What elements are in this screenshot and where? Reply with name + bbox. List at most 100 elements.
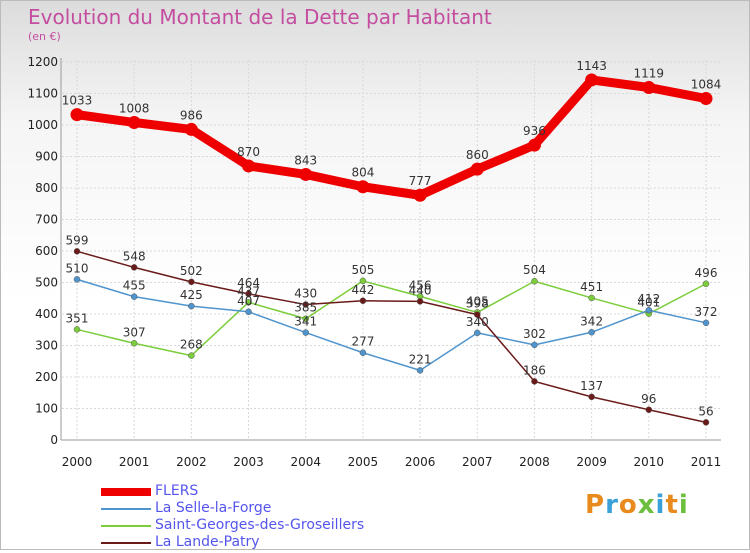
data-label: 1084 (691, 78, 722, 92)
data-label: 804 (351, 166, 374, 180)
data-label: 496 (695, 266, 718, 280)
data-point (245, 308, 252, 316)
data-point (359, 277, 367, 285)
data-point (416, 367, 424, 374)
x-tick-label: 2008 (519, 455, 550, 469)
data-labels: 351 307 268 437 385 505 456 405 504 451 401 496 510 4… (62, 59, 722, 418)
data-point (184, 122, 198, 136)
data-label: 96 (641, 392, 656, 406)
legend-label-flers: FLERS (155, 483, 199, 499)
logo-letter: t (665, 490, 679, 520)
legend-label-la-lande-patry: La Lande-Patry (155, 534, 260, 550)
data-point (299, 167, 313, 181)
data-label: 599 (66, 233, 89, 247)
data-label: 137 (580, 379, 603, 393)
data-label: 870 (237, 145, 260, 159)
x-tick-label: 2001 (119, 455, 150, 469)
data-point (702, 319, 710, 327)
y-tick-label: 700 (35, 213, 58, 227)
series-group (70, 73, 713, 426)
data-label: 440 (409, 283, 432, 297)
series-line-0 (72, 75, 711, 200)
data-label: 425 (180, 288, 203, 302)
y-tick-label: 1100 (27, 87, 58, 101)
data-point (127, 115, 141, 129)
proxiti-logo: Proxiti (585, 490, 689, 520)
data-point (245, 290, 252, 298)
legend-swatch-flers (101, 488, 151, 496)
data-label: 442 (351, 283, 374, 297)
data-point (245, 299, 252, 306)
data-label: 1033 (62, 94, 93, 108)
data-point (531, 277, 538, 285)
data-label: 341 (294, 315, 317, 329)
data-label: 936 (523, 124, 546, 138)
y-tick-label: 200 (35, 370, 58, 384)
data-point (242, 159, 256, 173)
data-point (702, 280, 710, 288)
data-point (702, 419, 710, 426)
data-point (188, 352, 195, 359)
data-label: 451 (580, 280, 603, 294)
legend-swatch-la-selle-la-forge (101, 508, 151, 510)
data-label: 505 (351, 263, 374, 277)
data-label: 277 (351, 335, 374, 349)
data-point (645, 306, 653, 314)
data-label: 504 (523, 263, 546, 277)
data-point (642, 81, 656, 95)
x-tick-label: 2010 (634, 455, 665, 469)
data-point (416, 298, 424, 305)
data-point (130, 340, 138, 347)
data-label: 548 (123, 249, 146, 263)
data-label: 502 (180, 264, 203, 278)
data-label: 405 (466, 294, 489, 308)
logo-letter: i (655, 490, 666, 520)
logo-letter: i (678, 490, 689, 520)
series-line-1 (76, 278, 707, 372)
data-point (585, 73, 599, 87)
data-point (73, 276, 81, 283)
chart-subtitle: (en €) (28, 30, 61, 43)
y-tick-label: 1000 (27, 118, 58, 132)
data-label: 340 (466, 315, 489, 329)
data-label: 456 (409, 278, 432, 292)
x-tick-label: 2009 (576, 455, 607, 469)
data-label: 186 (523, 363, 546, 377)
legend-swatch-saint-georges (101, 525, 151, 527)
data-point (188, 278, 195, 286)
y-tick-label: 800 (35, 181, 58, 195)
y-tick-label: 1200 (27, 55, 58, 69)
data-point (474, 311, 481, 318)
data-label: 1119 (634, 67, 665, 81)
y-axis-ticks: 0 100 200 300 400 500 600 700 800 900 1000 1100 1200 (27, 55, 58, 447)
data-label: 385 (294, 301, 317, 315)
data-label: 986 (180, 108, 203, 122)
grid (60, 58, 721, 441)
data-label: 510 (66, 261, 89, 275)
logo-letter: r (605, 490, 619, 520)
data-point (474, 329, 481, 337)
logo-letter: x (637, 490, 656, 520)
data-point (531, 341, 538, 349)
data-point (302, 329, 309, 336)
data-point (413, 188, 427, 202)
data-point (359, 349, 367, 356)
series-line-2 (76, 280, 707, 357)
data-point (130, 264, 138, 271)
data-label: 437 (237, 284, 260, 298)
legend-swatch-la-lande-patry (101, 542, 151, 544)
data-label: 455 (123, 279, 146, 293)
y-tick-label: 900 (35, 150, 58, 164)
data-point (356, 180, 370, 194)
data-point (588, 294, 595, 302)
y-tick-label: 400 (35, 307, 58, 321)
data-label: 56 (698, 404, 713, 418)
y-tick-label: 100 (35, 402, 58, 416)
x-tick-label: 2002 (176, 455, 207, 469)
y-tick-label: 0 (50, 433, 58, 447)
data-point (588, 329, 595, 336)
legend-label-la-selle-la-forge: La Selle-la-Forge (155, 500, 272, 516)
data-point (302, 315, 309, 322)
